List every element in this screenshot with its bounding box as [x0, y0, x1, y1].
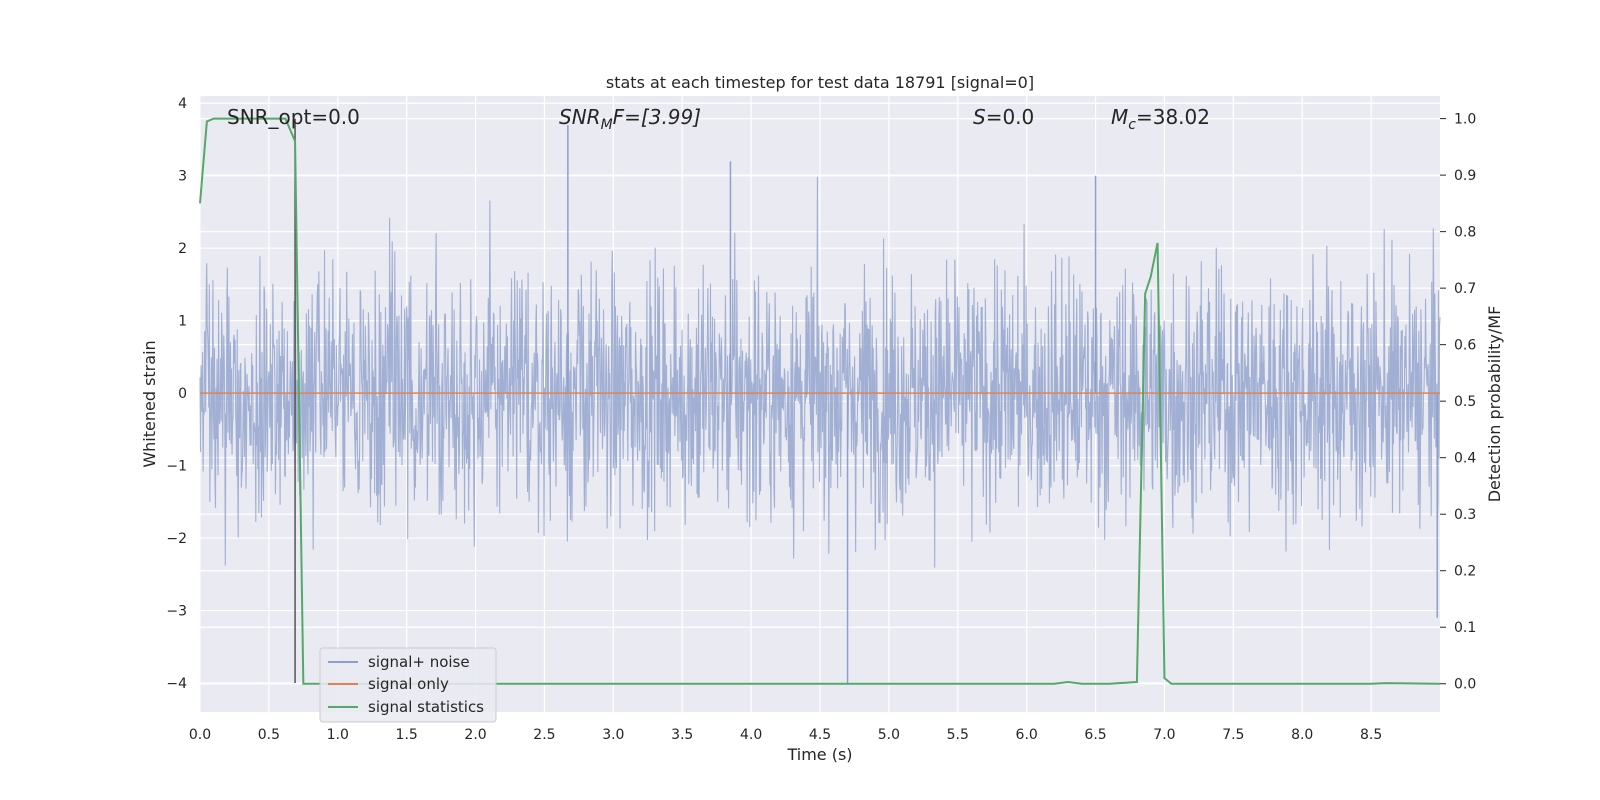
y-left-tick-label: −1 — [166, 459, 187, 475]
y-right-tick-label: 1.0 — [1454, 112, 1476, 128]
x-tick-label: 1.5 — [396, 727, 418, 743]
y-axis-left-title: Whitened strain — [140, 340, 159, 467]
y-right-tick-label: 0.6 — [1454, 338, 1476, 354]
signal-noise-series — [199, 124, 1441, 684]
y-right-tick-label: 0.0 — [1454, 677, 1476, 693]
signal-statistics-line — [199, 117, 1441, 685]
x-tick-label: 3.0 — [602, 727, 624, 743]
annotation-mc: Mc=38.02 — [1111, 105, 1210, 133]
x-tick-label: 3.5 — [671, 727, 693, 743]
x-tick-label: 6.5 — [1084, 727, 1106, 743]
x-tick-label: 7.0 — [1153, 727, 1175, 743]
y-right-tick-label: 0.7 — [1454, 281, 1476, 297]
x-tick-label: 8.5 — [1360, 727, 1382, 743]
y-right-tick-label: 0.4 — [1454, 451, 1476, 467]
x-tick-label: 1.0 — [327, 727, 349, 743]
y-left-tick-label: 3 — [178, 169, 187, 185]
y-right-tick-label: 0.3 — [1454, 507, 1476, 523]
y-right-tick-label: 0.2 — [1454, 564, 1476, 580]
x-tick-label: 2.0 — [464, 727, 486, 743]
y-left-tick-label: −4 — [166, 676, 187, 692]
x-tick-label: 6.0 — [1016, 727, 1038, 743]
y-right-tick-label: 0.5 — [1454, 394, 1476, 410]
x-axis-title: Time (s) — [786, 745, 852, 764]
legend-label-signal-only: signal only — [368, 675, 449, 693]
y-right-tick-label: 0.9 — [1454, 168, 1476, 184]
legend-box — [319, 647, 497, 723]
x-tick-label: 5.5 — [947, 727, 969, 743]
chart-title: stats at each timestep for test data 187… — [606, 73, 1034, 92]
y-left-tick-label: 4 — [178, 96, 187, 112]
annotation-snr-opt: SNR_opt=0.0 — [227, 105, 360, 129]
y-left-tick-label: 2 — [178, 241, 187, 257]
x-tick-label: 5.0 — [878, 727, 900, 743]
y-left-tick-label: −2 — [166, 531, 187, 547]
legend: signal+ noise signal only signal statist… — [319, 647, 497, 723]
x-tick-label: 0.5 — [258, 727, 280, 743]
y-right-tick-label: 0.1 — [1454, 620, 1476, 636]
tick-labels: 0.0 0.5 1.0 1.5 2.0 2.5 3.0 3.5 4.0 4.5 5.0 5.5 6.0 6… — [166, 96, 1476, 743]
y-left-tick-label: 1 — [178, 314, 187, 330]
annotation-s: S=0.0 — [973, 105, 1034, 129]
line-series — [199, 117, 1441, 685]
x-tick-label: 4.0 — [740, 727, 762, 743]
signal-noise-line — [199, 176, 1441, 568]
x-tick-label: 8.0 — [1291, 727, 1313, 743]
y-left-tick-label: −3 — [166, 604, 187, 620]
legend-label-signal-statistics: signal statistics — [368, 698, 484, 716]
y-left-tick-label: 0 — [178, 386, 187, 402]
annotation-snr-mf: SNRMF=[3.99] — [559, 105, 701, 133]
x-tick-label: 0.0 — [189, 727, 211, 743]
legend-label-signal-noise: signal+ noise — [368, 653, 470, 671]
x-tick-label: 2.5 — [533, 727, 555, 743]
x-tick-label: 7.5 — [1222, 727, 1244, 743]
x-tick-label: 4.5 — [809, 727, 831, 743]
y-right-tick-label: 0.8 — [1454, 225, 1476, 241]
y-axis-right-title: Detection probability/MF — [1485, 306, 1504, 503]
